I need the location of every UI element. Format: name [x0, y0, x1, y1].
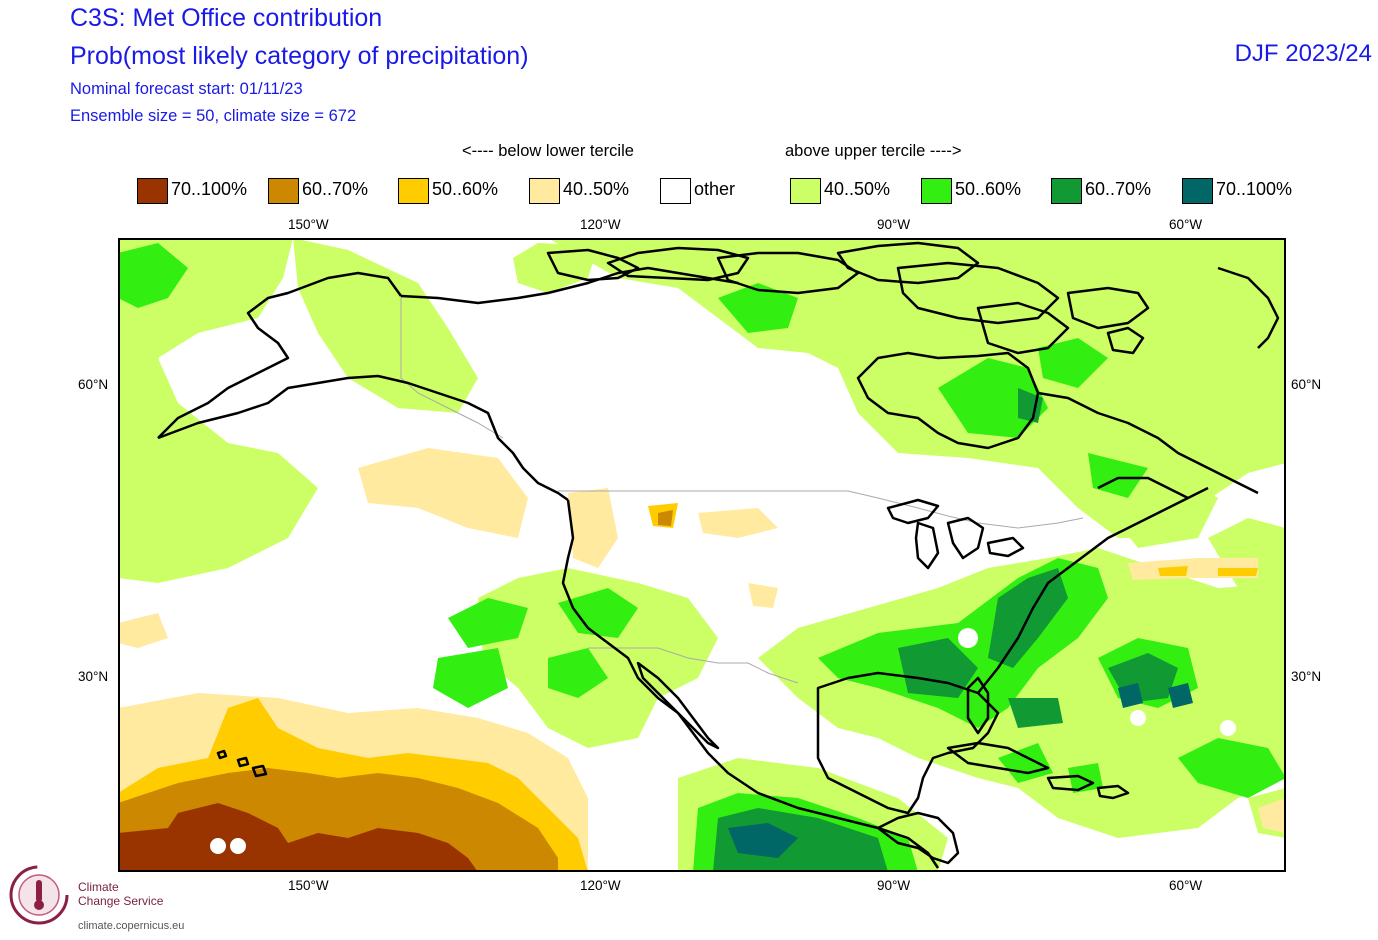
- legend-label: 40..50%: [824, 179, 891, 199]
- lon-label-bottom-60w: 60°W: [1169, 878, 1203, 893]
- lon-label-top-150w: 150°W: [288, 217, 329, 232]
- ensemble-info: Ensemble size = 50, climate size = 672: [70, 107, 357, 125]
- lat-label-left-60n: 60°N: [78, 377, 109, 392]
- logo-text-line2: Change Service: [78, 894, 164, 908]
- lon-label-top-60w: 60°W: [1169, 217, 1203, 232]
- lat-label-right-60n: 60°N: [1291, 377, 1322, 392]
- legend-label: 60..70%: [302, 179, 369, 199]
- legend-swatch: [1051, 178, 1082, 204]
- probability-map: [118, 238, 1286, 872]
- above-tercile-label: above upper tercile ---->: [785, 142, 962, 160]
- lat-label-left-30n: 30°N: [78, 669, 109, 684]
- legend-label: 60..70%: [1085, 179, 1152, 199]
- forecast-start: Nominal forecast start: 01/11/23: [70, 80, 303, 98]
- lat-label-right-30n: 30°N: [1291, 669, 1322, 684]
- above-70-100-regions: [728, 683, 1193, 858]
- country-borders: [400, 296, 1084, 684]
- legend-label: 70..100%: [171, 179, 248, 199]
- legend-swatch: [529, 178, 560, 204]
- legend-swatch: [921, 178, 952, 204]
- legend-swatch: [1182, 178, 1213, 204]
- lon-label-top-120w: 120°W: [580, 217, 621, 232]
- logo-text-line1: Climate: [78, 880, 119, 894]
- copernicus-logo: Climate Change Service climate.copernicu…: [6, 862, 206, 938]
- map-title: C3S: Met Office contribution: [70, 4, 383, 32]
- legend-swatch: [137, 178, 168, 204]
- lon-label-bottom-120w: 120°W: [580, 878, 621, 893]
- map-frame: [118, 238, 1286, 872]
- legend-swatch: [398, 178, 429, 204]
- below-tercile-label: <---- below lower tercile: [462, 142, 634, 160]
- copernicus-emblem-icon: [9, 865, 69, 925]
- logo-url: climate.copernicus.eu: [78, 920, 185, 932]
- legend-label: 50..60%: [955, 179, 1022, 199]
- lon-label-bottom-90w: 90°W: [877, 878, 911, 893]
- map-subtitle: Prob(most likely category of precipitati…: [70, 42, 529, 70]
- legend-label: other: [694, 179, 736, 199]
- legend-swatch: [268, 178, 299, 204]
- lon-label-bottom-150w: 150°W: [288, 878, 329, 893]
- white-spots: [210, 628, 1236, 854]
- coastlines: [157, 241, 1280, 869]
- legend-swatch: [790, 178, 821, 204]
- legend-label: 70..100%: [1216, 179, 1293, 199]
- legend-label: 40..50%: [563, 179, 630, 199]
- below-70-100-regions: [118, 803, 478, 872]
- season-label: DJF 2023/24: [1234, 40, 1372, 67]
- lon-label-top-90w: 90°W: [877, 217, 911, 232]
- legend-label: 50..60%: [432, 179, 499, 199]
- legend-swatch: [660, 178, 691, 204]
